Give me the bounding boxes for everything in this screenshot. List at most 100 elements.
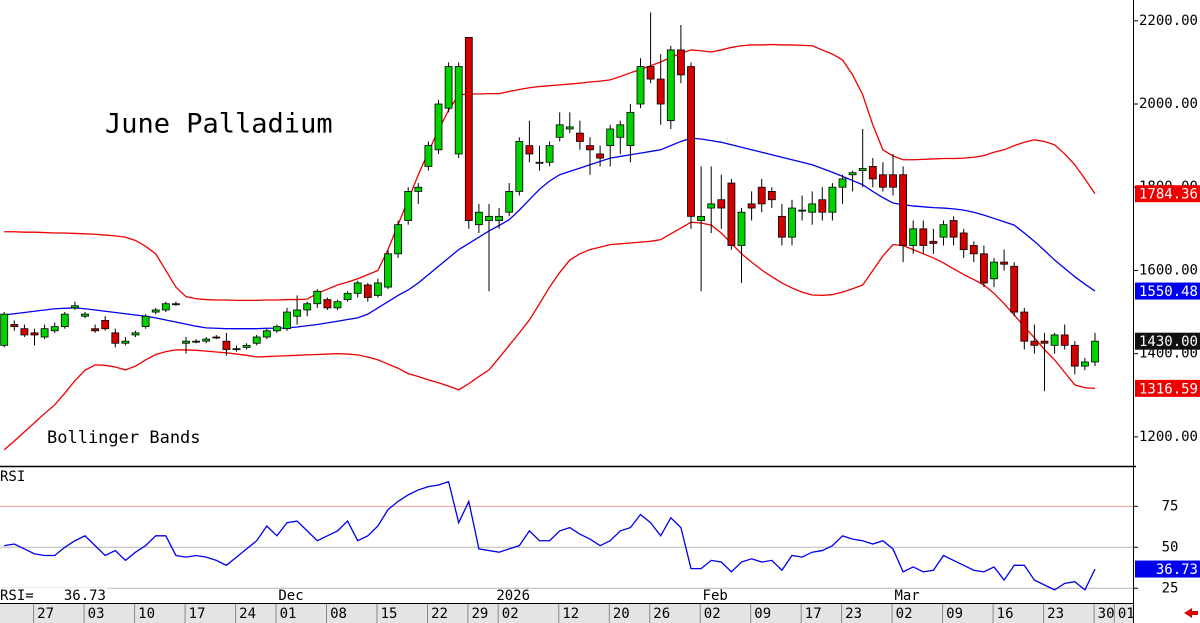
candle-body: [687, 66, 695, 217]
candle-body: [767, 190, 776, 201]
candle-body: [353, 282, 362, 294]
middle-band: [4, 137, 1096, 330]
x-tick-label: 23: [845, 606, 862, 622]
candle-body: [666, 49, 675, 122]
upper-band-last-label: 1784.36: [1139, 187, 1198, 203]
candle-body: [121, 340, 130, 344]
candle-body: [545, 145, 554, 163]
candle-body: [40, 328, 49, 338]
candle-body: [677, 49, 685, 76]
candle-body: [1070, 344, 1079, 367]
scroll-arrow[interactable]: [1184, 608, 1198, 618]
x-tick-label: 03: [88, 606, 105, 622]
candle-body: [50, 326, 59, 332]
candle-body: [192, 340, 201, 343]
candle-body: [525, 145, 534, 155]
middle-band-last-box: [1135, 282, 1200, 300]
candle-body: [495, 215, 504, 221]
candle-body: [454, 66, 463, 155]
candle-body: [838, 178, 847, 188]
candle-body: [980, 253, 988, 284]
candle-body: [1010, 265, 1019, 313]
close-last-label: 1430.00: [1139, 334, 1198, 350]
candle-body: [899, 174, 907, 246]
candle-body: [474, 211, 483, 226]
candle-body: [1000, 261, 1008, 265]
candle-body: [151, 309, 160, 313]
candle-body: [222, 340, 231, 350]
candle-body: [131, 332, 140, 336]
candle-body: [697, 215, 705, 221]
x-tick-label: 29: [471, 606, 488, 622]
date-strip: [0, 603, 1133, 623]
x-tick-label: 24: [239, 606, 256, 622]
candle-body: [778, 215, 786, 238]
candle-body: [182, 340, 190, 344]
candle-body: [10, 324, 19, 328]
candle-body: [818, 199, 827, 213]
candle-body: [959, 232, 968, 251]
candle-body: [202, 338, 211, 342]
x-tick-label: 22: [431, 606, 448, 622]
middle-band-last-label: 1550.48: [1139, 284, 1198, 300]
candle-body: [788, 207, 796, 238]
candle-body: [848, 172, 857, 176]
period-label: 2026: [496, 588, 530, 604]
candle-body: [939, 224, 948, 238]
candle-body: [858, 168, 867, 171]
x-tick-label: 26: [653, 606, 670, 622]
candle-body: [596, 153, 604, 159]
candle-body: [161, 303, 170, 311]
candle-body: [252, 336, 261, 344]
rsi-last-label: 36.73: [1156, 562, 1198, 578]
candle-body: [414, 186, 423, 192]
candle-body: [101, 319, 110, 330]
candle-body: [373, 282, 382, 296]
x-tick-label: 30: [1098, 606, 1115, 622]
rsi-title: RSI: [0, 469, 25, 485]
candle-body: [717, 199, 726, 209]
x-tick-label: 12: [562, 606, 579, 622]
candle-body: [1081, 361, 1089, 367]
lower-band-last-label: 1316.59: [1139, 381, 1198, 397]
y-tick-label: 50: [1162, 539, 1179, 555]
y-tick-label: 2200.00: [1139, 13, 1198, 29]
candle-body: [868, 166, 877, 180]
candle-body: [737, 211, 746, 246]
rsi-last-box: [1135, 560, 1200, 578]
candle-body: [747, 203, 756, 209]
candle-body: [565, 126, 574, 130]
candle-body: [272, 326, 281, 332]
candle-body: [434, 103, 443, 151]
candle-body: [91, 328, 99, 332]
x-tick-label: 02: [704, 606, 721, 622]
candle-body: [283, 311, 291, 330]
candle-body: [20, 328, 29, 336]
x-tick-label: 17: [189, 606, 206, 622]
candle-body: [949, 220, 958, 238]
candle-body: [879, 174, 887, 188]
candle-body: [171, 303, 180, 306]
candle-body: [929, 240, 938, 244]
x-tick-label: 01: [1118, 606, 1135, 622]
upper-band: [4, 43, 1096, 302]
candle-body: [576, 132, 584, 142]
x-tick-label: 02: [502, 606, 519, 622]
candle-body: [616, 124, 625, 138]
x-tick-label: 08: [330, 606, 347, 622]
candle-body: [636, 66, 645, 105]
candle-body: [1020, 311, 1029, 342]
candle-body: [242, 344, 251, 348]
candle-body: [1050, 334, 1059, 346]
x-tick-label: 09: [754, 606, 771, 622]
y-tick-label: 1600.00: [1139, 262, 1198, 278]
candle-body: [485, 215, 493, 221]
candle-body: [515, 141, 524, 192]
close-last-box: [1135, 332, 1200, 350]
candle-body: [586, 145, 594, 151]
candle-body: [1060, 334, 1069, 346]
candle-body: [909, 228, 918, 246]
candle-body: [757, 186, 766, 205]
candle-body: [71, 305, 79, 309]
y-tick-label: 25: [1162, 580, 1179, 596]
